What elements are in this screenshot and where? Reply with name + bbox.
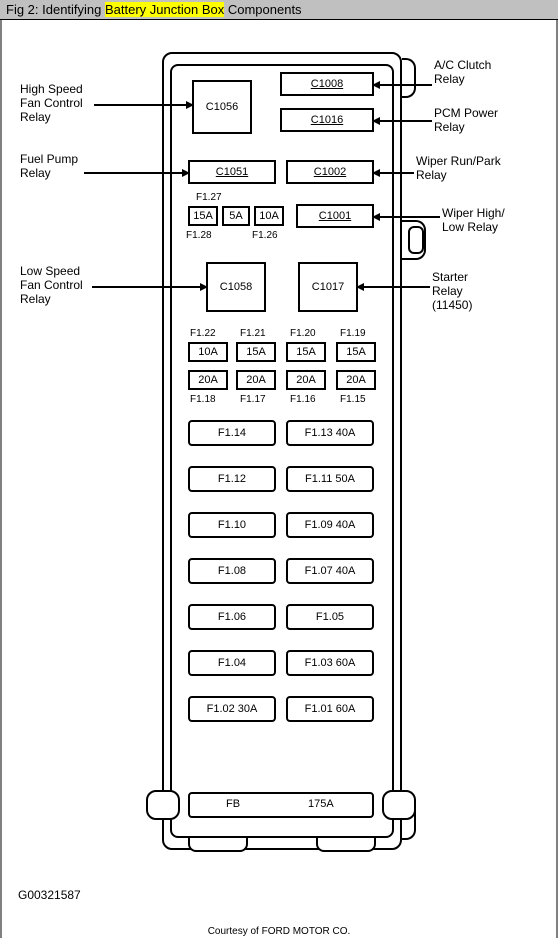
header-suffix: Components bbox=[224, 2, 301, 17]
tab-cap bbox=[382, 790, 416, 820]
fuse-large: F1.09 40A bbox=[286, 512, 374, 538]
fuse-label: F1.17 bbox=[240, 394, 266, 405]
relay-c1058: C1058 bbox=[206, 262, 266, 312]
relay-c1056: C1056 bbox=[192, 80, 252, 134]
callout-fuel-pump: Fuel PumpRelay bbox=[20, 152, 78, 180]
arrow-head-icon bbox=[372, 169, 380, 177]
callout-wiper-run: Wiper Run/ParkRelay bbox=[416, 154, 501, 182]
fuse-label: F1.16 bbox=[290, 394, 316, 405]
arrow-head-icon bbox=[372, 117, 380, 125]
box-tab bbox=[316, 838, 376, 852]
fuse-large: F1.04 bbox=[188, 650, 276, 676]
fuse-label-f126: F1.26 bbox=[252, 230, 278, 241]
callout-ac-clutch: A/C ClutchRelay bbox=[434, 58, 491, 86]
fuse-large: F1.05 bbox=[286, 604, 374, 630]
arrow bbox=[378, 216, 440, 218]
fuse-large: F1.06 bbox=[188, 604, 276, 630]
fuse-large: F1.12 bbox=[188, 466, 276, 492]
box-tab bbox=[402, 58, 416, 98]
callout-pcm-power: PCM PowerRelay bbox=[434, 106, 498, 134]
arrow-head-icon bbox=[186, 101, 194, 109]
fuse-label: F1.18 bbox=[190, 394, 216, 405]
fuse-label: F1.15 bbox=[340, 394, 366, 405]
fuse-large: F1.08 bbox=[188, 558, 276, 584]
fuse-large: F1.01 60A bbox=[286, 696, 374, 722]
figure-header: Fig 2: Identifying Battery Junction Box … bbox=[0, 0, 558, 20]
fuse: 20A bbox=[236, 370, 276, 390]
fb-label: FB bbox=[226, 798, 240, 810]
fuse-label: F1.22 bbox=[190, 328, 216, 339]
fuse-large: F1.13 40A bbox=[286, 420, 374, 446]
relay-c1001: C1001 bbox=[296, 204, 374, 228]
fuse-large: F1.11 50A bbox=[286, 466, 374, 492]
callout-low-speed-fan: Low SpeedFan ControlRelay bbox=[20, 264, 83, 306]
header-prefix: Fig 2: Identifying bbox=[6, 2, 105, 17]
relay-c1008: C1008 bbox=[280, 72, 374, 96]
fuse: 15A bbox=[286, 342, 326, 362]
arrow bbox=[378, 172, 414, 174]
fuse: 20A bbox=[188, 370, 228, 390]
relay-c1017: C1017 bbox=[298, 262, 358, 312]
relay-c1016: C1016 bbox=[280, 108, 374, 132]
fuse-15a: 15A bbox=[188, 206, 218, 226]
fuse-label-f127: F1.27 bbox=[196, 192, 222, 203]
fuse-large: F1.03 60A bbox=[286, 650, 374, 676]
arrow bbox=[84, 172, 186, 174]
fuse-large: F1.02 30A bbox=[188, 696, 276, 722]
header-highlight: Battery Junction Box bbox=[105, 2, 224, 17]
arrow-head-icon bbox=[200, 283, 208, 291]
fuse: 20A bbox=[336, 370, 376, 390]
fuse-large: F1.07 40A bbox=[286, 558, 374, 584]
document-id: G00321587 bbox=[18, 888, 81, 902]
arrow-head-icon bbox=[356, 283, 364, 291]
callout-starter: StarterRelay(11450) bbox=[432, 270, 472, 312]
arrow bbox=[362, 286, 430, 288]
arrow-head-icon bbox=[182, 169, 190, 177]
fuse-10a: 10A bbox=[254, 206, 284, 226]
arrow-head-icon bbox=[372, 213, 380, 221]
box-tab-inner bbox=[408, 226, 424, 254]
diagram-area: C1056 C1008 C1016 C1051 C1002 F1.27 15A … bbox=[0, 20, 558, 938]
main-fuse-bar bbox=[188, 792, 374, 818]
arrow bbox=[94, 104, 190, 106]
fuse-large: F1.10 bbox=[188, 512, 276, 538]
fuse: 15A bbox=[236, 342, 276, 362]
fuse: 15A bbox=[336, 342, 376, 362]
relay-c1051: C1051 bbox=[188, 160, 276, 184]
fuse-large: F1.14 bbox=[188, 420, 276, 446]
arrow bbox=[378, 120, 432, 122]
tab-cap bbox=[146, 790, 180, 820]
arrow bbox=[92, 286, 204, 288]
arrow-head-icon bbox=[372, 81, 380, 89]
box-tab bbox=[188, 838, 248, 852]
fuse-label-f128: F1.28 bbox=[186, 230, 212, 241]
fuse: 10A bbox=[188, 342, 228, 362]
arrow bbox=[378, 84, 432, 86]
fuse-5a: 5A bbox=[222, 206, 250, 226]
amp-label: 175A bbox=[308, 798, 334, 810]
callout-high-speed-fan: High SpeedFan ControlRelay bbox=[20, 82, 83, 124]
fuse-label: F1.19 bbox=[340, 328, 366, 339]
callout-wiper-high: Wiper High/Low Relay bbox=[442, 206, 505, 234]
relay-c1002: C1002 bbox=[286, 160, 374, 184]
fuse: 20A bbox=[286, 370, 326, 390]
footer-credit: Courtesy of FORD MOTOR CO. bbox=[2, 926, 556, 937]
fuse-label: F1.20 bbox=[290, 328, 316, 339]
fuse-label: F1.21 bbox=[240, 328, 266, 339]
